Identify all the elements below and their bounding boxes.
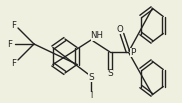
- Text: NH: NH: [90, 32, 104, 40]
- Text: F: F: [7, 39, 13, 49]
- Text: F: F: [11, 59, 17, 67]
- Text: S: S: [107, 70, 113, 78]
- Text: F: F: [11, 20, 17, 29]
- Text: O: O: [117, 25, 123, 33]
- Text: S: S: [88, 73, 94, 81]
- Text: I: I: [90, 91, 92, 101]
- Text: P: P: [130, 47, 135, 57]
